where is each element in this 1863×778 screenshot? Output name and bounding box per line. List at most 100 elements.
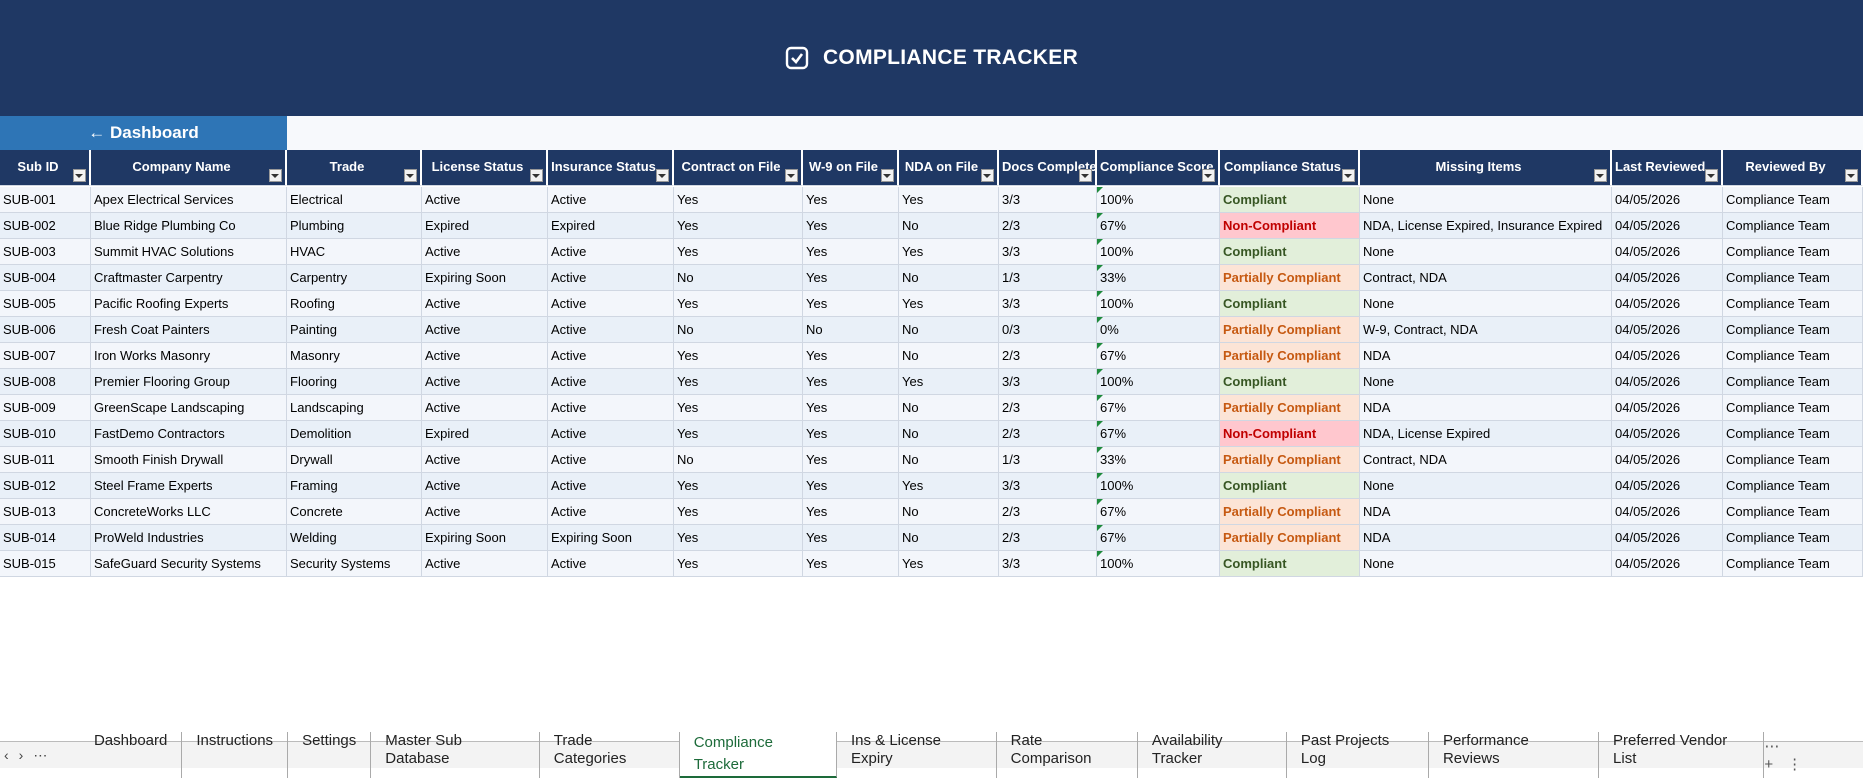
cell: Yes: [899, 239, 999, 265]
cell: Active: [422, 395, 548, 421]
sheet-tab[interactable]: Compliance Tracker: [679, 732, 837, 778]
cell: 04/05/2026: [1612, 395, 1723, 421]
cell: Active: [548, 395, 674, 421]
title: COMPLIANCE TRACKER: [822, 46, 1079, 69]
cell: No: [674, 265, 803, 291]
cell: Partially Compliant: [1220, 317, 1360, 343]
cell: Compliance Team: [1723, 447, 1863, 473]
cell: Active: [548, 551, 674, 577]
cell: Welding: [287, 525, 422, 551]
column-header[interactable]: Sub ID: [0, 150, 91, 186]
sheet-tab[interactable]: Dashboard: [80, 732, 183, 778]
cell: Yes: [674, 499, 803, 525]
cell: 3/3: [999, 473, 1097, 499]
cell: Compliance Team: [1723, 317, 1863, 343]
cell: Compliant: [1220, 187, 1360, 213]
cell: 2/3: [999, 395, 1097, 421]
cell: SUB-004: [0, 265, 91, 291]
cell: None: [1360, 551, 1612, 577]
sheet-tab[interactable]: Preferred Vendor List: [1599, 732, 1765, 778]
cell: NDA: [1360, 499, 1612, 525]
cell: None: [1360, 239, 1612, 265]
cell: 04/05/2026: [1612, 525, 1723, 551]
sheet-tab[interactable]: Trade Categories: [540, 732, 680, 778]
cell: SUB-013: [0, 499, 91, 525]
sheet-tab[interactable]: Rate Comparison: [997, 732, 1138, 778]
column-header[interactable]: Trade: [287, 150, 422, 186]
cell: None: [1360, 291, 1612, 317]
sheet-tab[interactable]: Ins & License Expiry: [837, 732, 997, 778]
sheet-tab[interactable]: Master Sub Database: [371, 732, 540, 778]
column-header[interactable]: Compliance Status: [1220, 150, 1360, 186]
cell: Yes: [899, 291, 999, 317]
cell: Drywall: [287, 447, 422, 473]
cell: Contract, NDA: [1360, 447, 1612, 473]
cell: Yes: [674, 395, 803, 421]
column-header[interactable]: Contract on File: [674, 150, 803, 186]
cell: Yes: [803, 473, 899, 499]
cell: No: [674, 317, 803, 343]
cell: Pacific Roofing Experts: [91, 291, 287, 317]
cell: Yes: [803, 343, 899, 369]
sheet-tab[interactable]: Past Projects Log: [1287, 732, 1429, 778]
cell: Active: [548, 447, 674, 473]
cell: Yes: [803, 239, 899, 265]
column-header[interactable]: Last Reviewed: [1612, 150, 1723, 186]
cell: 04/05/2026: [1612, 213, 1723, 239]
column-header[interactable]: W-9 on File: [803, 150, 899, 186]
cell: 0/3: [999, 317, 1097, 343]
cell: 04/05/2026: [1612, 265, 1723, 291]
column-header[interactable]: Missing Items: [1360, 150, 1612, 186]
cell: No: [674, 447, 803, 473]
cell: Active: [548, 265, 674, 291]
cell: 04/05/2026: [1612, 291, 1723, 317]
sheet-tab[interactable]: Performance Reviews: [1429, 732, 1600, 778]
cell: 2/3: [999, 499, 1097, 525]
cell: 1/3: [999, 265, 1097, 291]
tab-tools[interactable]: ⋯+⋮: [1764, 738, 1817, 773]
cell: Active: [548, 473, 674, 499]
column-header[interactable]: NDA on File: [899, 150, 999, 186]
column-header[interactable]: Reviewed By: [1723, 150, 1863, 186]
cell: Active: [422, 187, 548, 213]
cell: Fresh Coat Painters: [91, 317, 287, 343]
cell: No: [899, 213, 999, 239]
cell: Active: [548, 421, 674, 447]
cell: SUB-011: [0, 447, 91, 473]
column-header[interactable]: Company Name: [91, 150, 287, 186]
sheet-tab[interactable]: Instructions: [182, 732, 289, 778]
column-header[interactable]: License Status: [422, 150, 548, 186]
cell: 04/05/2026: [1612, 317, 1723, 343]
cell: GreenScape Landscaping: [91, 395, 287, 421]
cell: Active: [422, 447, 548, 473]
column-header[interactable]: Compliance Score: [1097, 150, 1220, 186]
cell: Active: [548, 291, 674, 317]
cell: Expired: [548, 213, 674, 239]
cell: Compliance Team: [1723, 551, 1863, 577]
tab-nav[interactable]: ‹›⋯: [4, 746, 58, 763]
check-icon: [785, 46, 809, 70]
cell: Painting: [287, 317, 422, 343]
cell: Summit HVAC Solutions: [91, 239, 287, 265]
column-header[interactable]: Docs Complete: [999, 150, 1097, 186]
cell: 04/05/2026: [1612, 421, 1723, 447]
sheet-tab[interactable]: Availability Tracker: [1138, 732, 1287, 778]
cell: NDA, License Expired, Insurance Expired: [1360, 213, 1612, 239]
cell: Compliance Team: [1723, 187, 1863, 213]
cell: Partially Compliant: [1220, 499, 1360, 525]
sheet-tab[interactable]: Settings: [288, 732, 372, 778]
cell: Compliance Team: [1723, 499, 1863, 525]
column-header[interactable]: Insurance Status: [548, 150, 674, 186]
cell: ConcreteWorks LLC: [91, 499, 287, 525]
cell: Yes: [674, 421, 803, 447]
cell: Active: [422, 291, 548, 317]
cell: Yes: [803, 551, 899, 577]
cell: 100%: [1097, 551, 1220, 577]
back-button[interactable]: ← Dashboard: [0, 116, 287, 150]
cell: Landscaping: [287, 395, 422, 421]
cell: 3/3: [999, 291, 1097, 317]
cell: SUB-015: [0, 551, 91, 577]
cell: Yes: [674, 473, 803, 499]
cell: Concrete: [287, 499, 422, 525]
